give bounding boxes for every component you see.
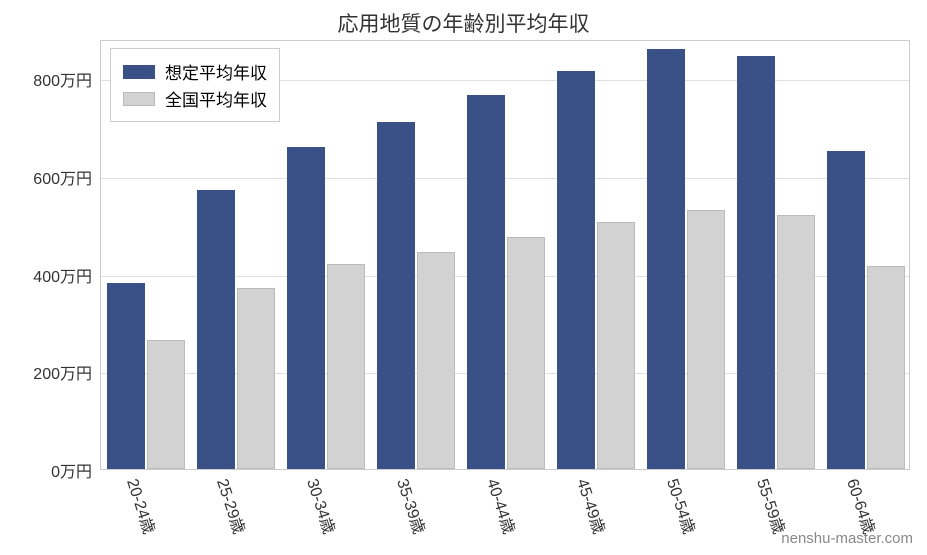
bar-primary: [197, 190, 235, 469]
ytick-label: 600万円: [12, 165, 92, 189]
xtick-label: 45-49歳: [572, 475, 612, 537]
bar-secondary: [237, 288, 275, 469]
ytick-label: 0万円: [12, 458, 92, 482]
xtick-label: 40-44歳: [482, 475, 522, 537]
bar-secondary: [417, 252, 455, 469]
bar-secondary: [687, 210, 725, 469]
xtick-label: 60-64歳: [842, 475, 882, 537]
bar-secondary: [147, 340, 185, 469]
legend: 想定平均年収 全国平均年収: [110, 48, 280, 122]
xtick-label: 20-24歳: [122, 475, 162, 537]
bar-primary: [287, 147, 325, 470]
bar-secondary: [777, 215, 815, 469]
xtick-label: 35-39歳: [392, 475, 432, 537]
chart-container: 応用地質の年齢別平均年収 想定平均年収 全国平均年収 nenshu-master…: [0, 0, 927, 555]
bar-primary: [647, 49, 685, 469]
chart-title: 応用地質の年齢別平均年収: [0, 8, 927, 38]
bar-primary: [827, 151, 865, 469]
legend-swatch-primary: [123, 65, 155, 79]
xtick-label: 30-34歳: [302, 475, 342, 537]
legend-item-secondary: 全国平均年収: [123, 86, 267, 111]
bar-secondary: [597, 222, 635, 469]
bar-secondary: [867, 266, 905, 469]
bar-secondary: [327, 264, 365, 469]
bar-primary: [377, 122, 415, 469]
ytick-label: 200万円: [12, 360, 92, 384]
watermark: nenshu-master.com: [781, 530, 913, 547]
legend-swatch-secondary: [123, 92, 155, 106]
legend-label-primary: 想定平均年収: [165, 59, 267, 84]
ytick-label: 400万円: [12, 263, 92, 287]
bar-primary: [557, 71, 595, 469]
bar-primary: [467, 95, 505, 469]
xtick-label: 55-59歳: [752, 475, 792, 537]
xtick-label: 25-29歳: [212, 475, 252, 537]
legend-label-secondary: 全国平均年収: [165, 86, 267, 111]
bar-primary: [107, 283, 145, 469]
xtick-label: 50-54歳: [662, 475, 702, 537]
bar-secondary: [507, 237, 545, 469]
bar-primary: [737, 56, 775, 469]
ytick-label: 800万円: [12, 67, 92, 91]
legend-item-primary: 想定平均年収: [123, 59, 267, 84]
